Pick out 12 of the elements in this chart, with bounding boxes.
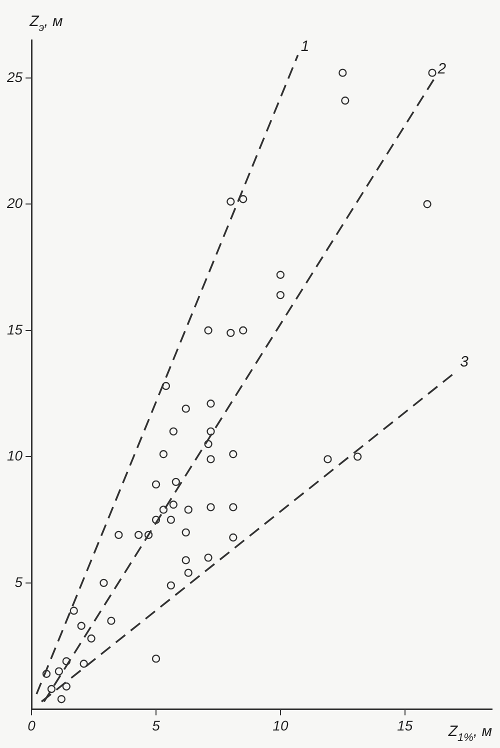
- series-label: 2: [436, 60, 447, 78]
- x-tick-label: 0: [28, 717, 36, 734]
- y-tick-label: 25: [6, 68, 23, 85]
- y-tick-label: 10: [6, 448, 23, 464]
- y-tick-label: 5: [14, 574, 23, 590]
- series-label: 3: [460, 353, 470, 370]
- series-label: 1: [300, 38, 310, 55]
- y-tick-label: 15: [6, 321, 23, 338]
- x-tick-label: 5: [152, 717, 160, 734]
- x-tick-label: 15: [397, 717, 413, 734]
- x-tick-label: 10: [272, 717, 288, 734]
- y-tick-label: 20: [6, 195, 23, 212]
